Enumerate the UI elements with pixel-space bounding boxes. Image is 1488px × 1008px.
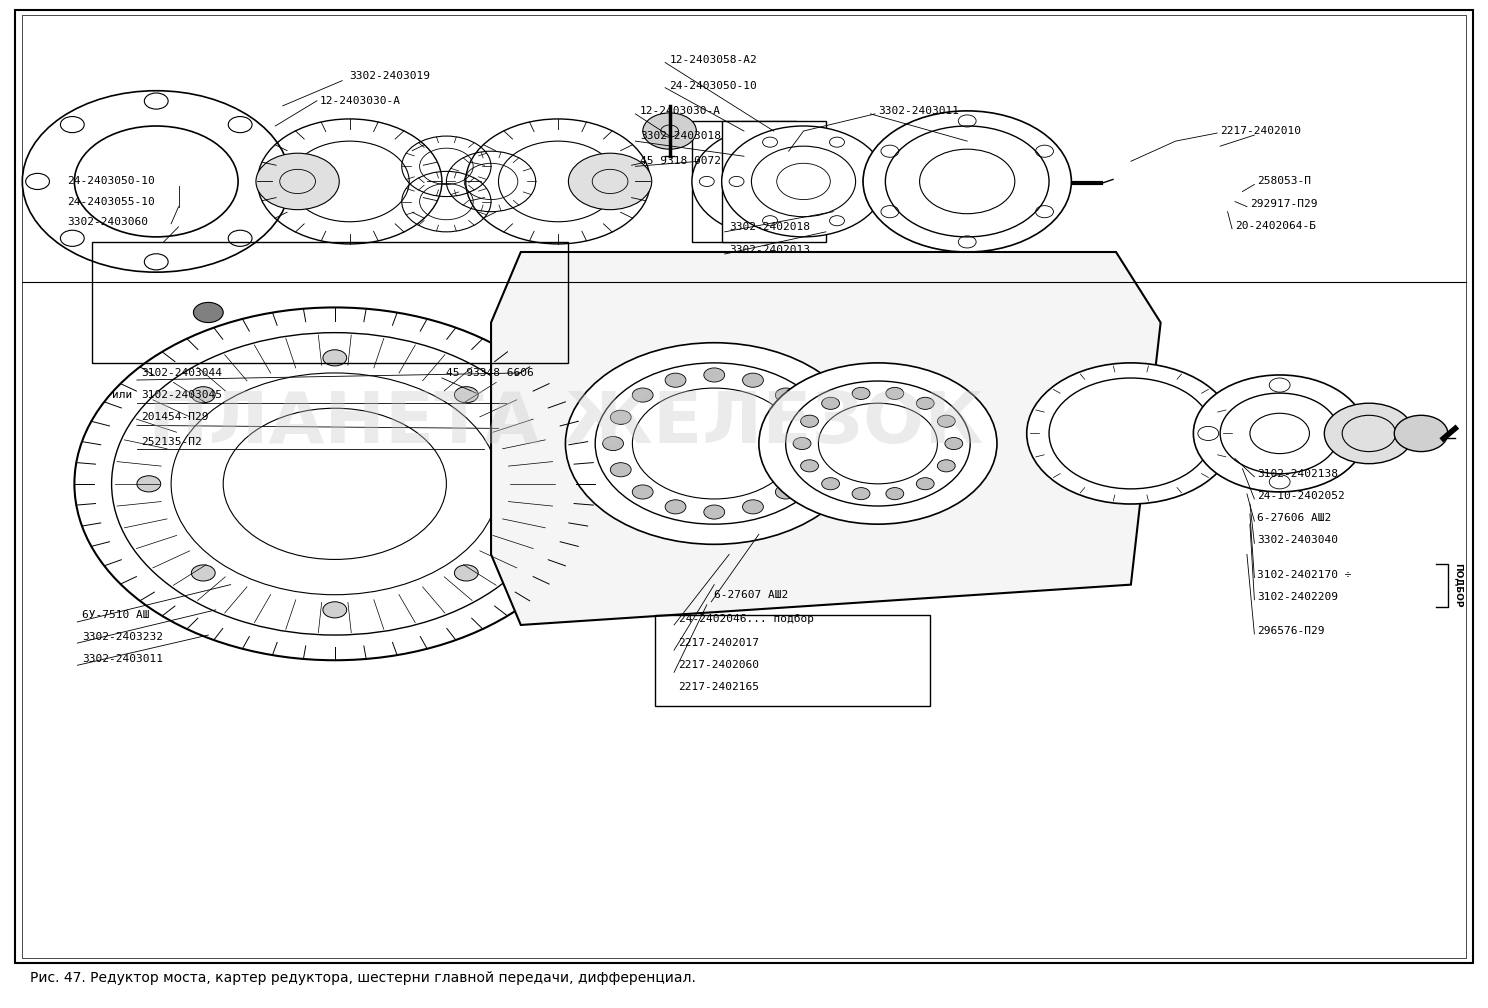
Text: 12-2403030-А: 12-2403030-А (320, 96, 400, 106)
Text: 3102-2402209: 3102-2402209 (1257, 592, 1338, 602)
Circle shape (743, 373, 763, 387)
Text: 24-2402046... подбор: 24-2402046... подбор (679, 614, 814, 624)
Text: 3302-2403011: 3302-2403011 (878, 106, 958, 116)
Text: 2217-2402060: 2217-2402060 (679, 660, 759, 670)
Text: 3302-2403018: 3302-2403018 (640, 131, 720, 141)
Circle shape (801, 460, 818, 472)
Circle shape (937, 460, 955, 472)
Text: 2217-2402165: 2217-2402165 (679, 682, 759, 692)
Bar (92, 242, 568, 363)
Circle shape (853, 488, 870, 500)
Text: 20-2402064-Б: 20-2402064-Б (1235, 221, 1315, 231)
Text: 258053-П: 258053-П (1257, 176, 1311, 186)
Circle shape (192, 387, 216, 403)
Text: 6У-7510 АШ: 6У-7510 АШ (82, 610, 149, 620)
Text: 12-2403030-А: 12-2403030-А (640, 106, 720, 116)
Text: 201454-П29: 201454-П29 (141, 412, 208, 422)
Text: 252135-П2: 252135-П2 (141, 436, 202, 447)
Circle shape (704, 505, 725, 519)
Circle shape (568, 153, 652, 210)
Circle shape (821, 478, 839, 490)
Text: 12-2403058-А2: 12-2403058-А2 (670, 55, 757, 66)
Circle shape (192, 564, 216, 581)
Circle shape (885, 387, 903, 399)
Circle shape (643, 113, 696, 149)
Text: 24-2403050-10: 24-2403050-10 (670, 81, 757, 91)
Circle shape (805, 436, 826, 451)
Circle shape (917, 478, 934, 490)
Text: 3102-2402138: 3102-2402138 (1257, 469, 1338, 479)
Circle shape (885, 488, 903, 500)
Text: 2217-2402017: 2217-2402017 (679, 638, 759, 648)
Text: 3302-2402013: 3302-2402013 (729, 245, 809, 255)
Circle shape (1324, 403, 1414, 464)
Circle shape (793, 437, 811, 450)
Circle shape (798, 410, 818, 424)
Text: 3302-2403040: 3302-2403040 (1257, 535, 1338, 545)
Circle shape (775, 388, 796, 402)
Circle shape (454, 387, 478, 403)
Circle shape (610, 463, 631, 477)
Text: 3302-2403060: 3302-2403060 (67, 217, 147, 227)
Circle shape (632, 485, 653, 499)
Text: 6-27606 АШ2: 6-27606 АШ2 (1257, 513, 1332, 523)
Circle shape (610, 410, 631, 424)
Circle shape (722, 126, 885, 237)
Bar (692, 121, 796, 242)
Circle shape (692, 126, 856, 237)
Text: 24-2403050-10: 24-2403050-10 (67, 176, 155, 186)
Circle shape (137, 476, 161, 492)
Circle shape (665, 500, 686, 514)
Text: или: или (112, 390, 132, 400)
Polygon shape (491, 252, 1161, 625)
Circle shape (323, 350, 347, 366)
Text: 292917-П29: 292917-П29 (1250, 199, 1317, 209)
Circle shape (665, 373, 686, 387)
Circle shape (632, 388, 653, 402)
Circle shape (1394, 415, 1448, 452)
Text: 3102-2403045: 3102-2403045 (141, 390, 222, 400)
Circle shape (1027, 363, 1235, 504)
Text: Рис. 47. Редуктор моста, картер редуктора, шестерни главной передачи, дифференци: Рис. 47. Редуктор моста, картер редуктор… (30, 971, 695, 985)
Circle shape (193, 302, 223, 323)
Circle shape (603, 436, 623, 451)
Circle shape (509, 476, 533, 492)
Text: 3102-2403044: 3102-2403044 (141, 368, 222, 378)
Bar (722, 121, 826, 242)
Text: 3102-2402170 ÷: 3102-2402170 ÷ (1257, 570, 1353, 580)
Text: ПЛАНЕТА ЖЕЛЕЗОК: ПЛАНЕТА ЖЕЛЕЗОК (147, 389, 984, 458)
Bar (655, 615, 930, 706)
Circle shape (704, 368, 725, 382)
Circle shape (743, 500, 763, 514)
Text: 3302-2403011: 3302-2403011 (82, 654, 162, 664)
Text: 45 9318 0072: 45 9318 0072 (640, 156, 720, 166)
Text: 2217-2402010: 2217-2402010 (1220, 126, 1301, 136)
Circle shape (565, 343, 863, 544)
Text: 3302-2403232: 3302-2403232 (82, 632, 162, 642)
Text: 296576-П29: 296576-П29 (1257, 626, 1324, 636)
Circle shape (798, 463, 818, 477)
Circle shape (853, 387, 870, 399)
Circle shape (256, 153, 339, 210)
Text: 45 93348 6606: 45 93348 6606 (446, 368, 534, 378)
Text: 24-2403055-10: 24-2403055-10 (67, 197, 155, 207)
Circle shape (863, 111, 1071, 252)
Circle shape (22, 91, 290, 272)
Circle shape (454, 564, 478, 581)
Circle shape (937, 415, 955, 427)
Circle shape (821, 397, 839, 409)
Text: 3302-2402018: 3302-2402018 (729, 222, 809, 232)
Text: 3302-2403019: 3302-2403019 (350, 71, 430, 81)
Text: 6-27607 АШ2: 6-27607 АШ2 (714, 590, 789, 600)
Circle shape (917, 397, 934, 409)
Circle shape (775, 485, 796, 499)
Circle shape (801, 415, 818, 427)
Text: 24-10-2402052: 24-10-2402052 (1257, 491, 1345, 501)
Circle shape (1193, 375, 1366, 492)
Circle shape (945, 437, 963, 450)
Circle shape (323, 602, 347, 618)
Text: ПОДБОР: ПОДБОР (1454, 563, 1463, 608)
Circle shape (759, 363, 997, 524)
